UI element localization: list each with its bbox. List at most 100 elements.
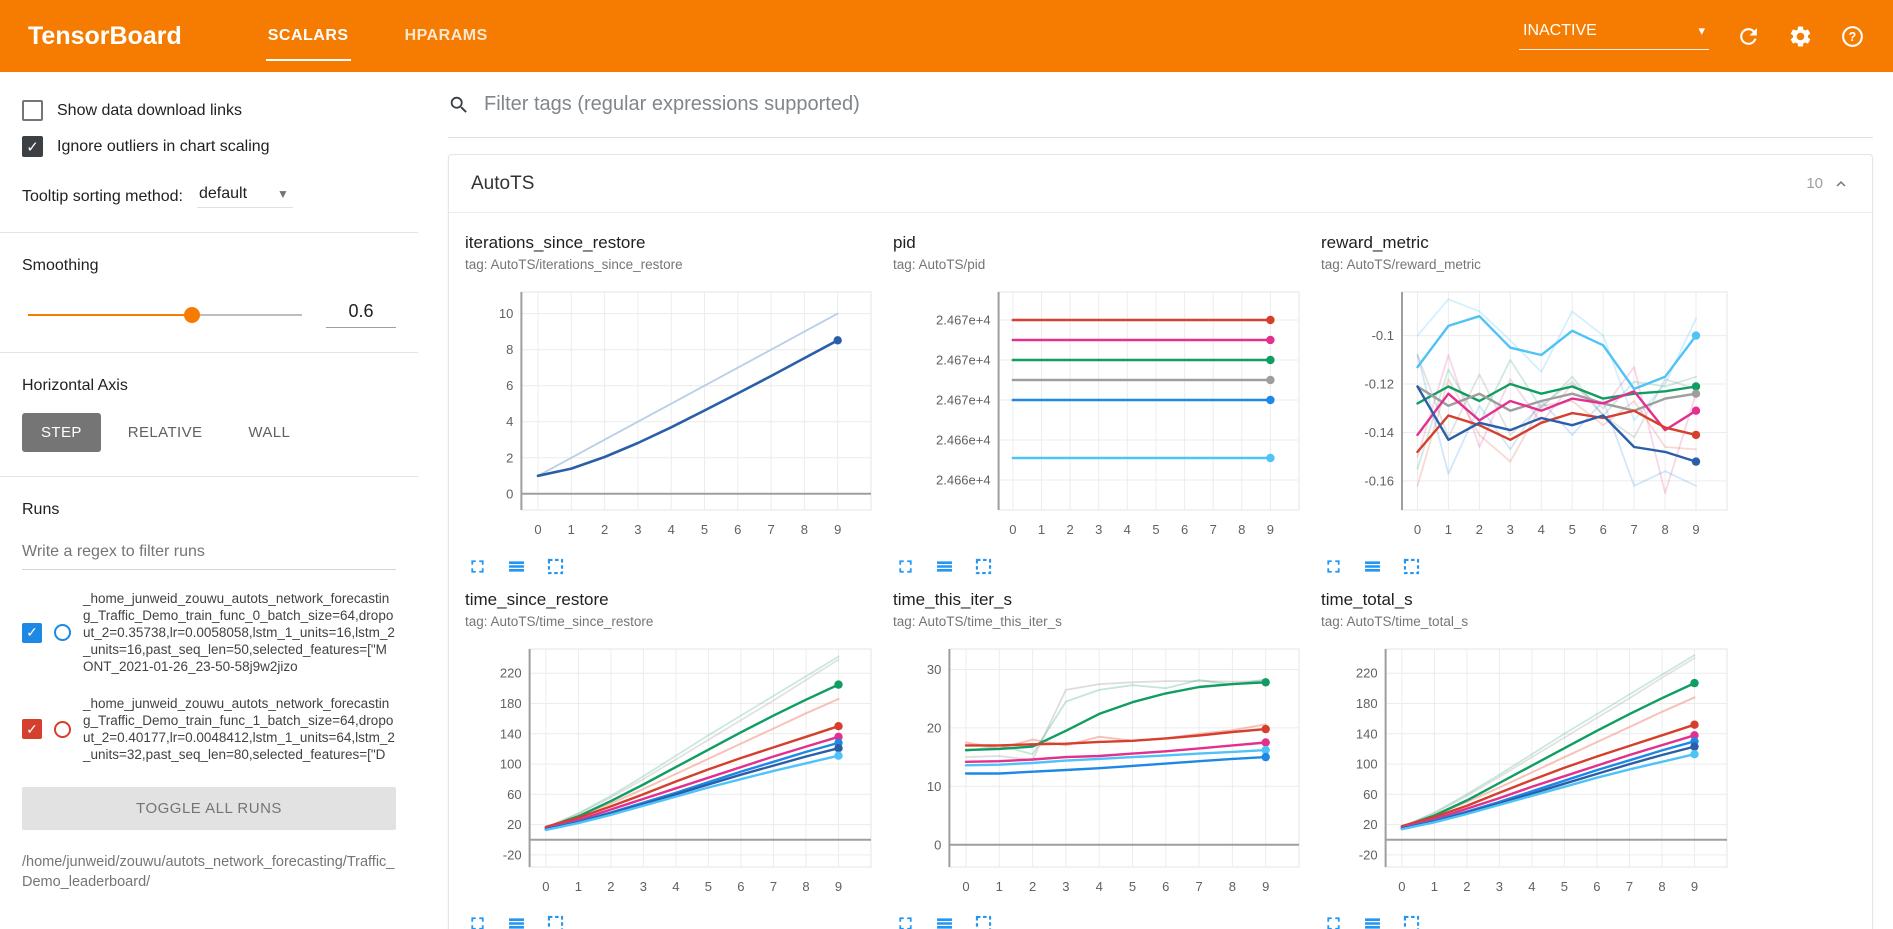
tooltip-sorting-value: default	[198, 185, 248, 202]
fit-domain-icon[interactable]	[973, 556, 995, 578]
ignore-outliers-option[interactable]: ✓ Ignore outliers in chart scaling	[22, 136, 396, 157]
charts-grid: iterations_since_restore tag: AutoTS/iter…	[449, 213, 1872, 929]
run-lines-icon[interactable]	[934, 913, 956, 929]
svg-text:8: 8	[1229, 879, 1236, 894]
svg-text:0: 0	[962, 879, 969, 894]
run-item[interactable]: ✓ _home_junweid_zouwu_autots_network_fore…	[22, 695, 396, 763]
svg-text:4: 4	[672, 879, 679, 894]
line-chart[interactable]: -20 20 60 100 140 180 220 0 1 2 3 4 5 6 7 8 9	[1321, 639, 1741, 901]
svg-text:7: 7	[1626, 879, 1633, 894]
tag-group-header[interactable]: AutoTS 10	[449, 155, 1872, 213]
line-chart[interactable]: 0 2 4 6 8 10 0 1 2 3 4 5 6 7 8 9	[465, 282, 885, 544]
run-checkbox[interactable]: ✓	[22, 719, 42, 739]
ignore-outliers-checkbox[interactable]: ✓	[22, 136, 43, 157]
run-solo-radio[interactable]	[54, 720, 71, 738]
expand-chart-icon[interactable]	[895, 913, 917, 929]
fit-domain-icon[interactable]	[1401, 913, 1423, 929]
status-dropdown[interactable]: INACTIVE ▾	[1519, 22, 1709, 50]
line-chart[interactable]: 0 10 20 30 0 1 2 3 4 5 6 7 8 9	[893, 639, 1313, 901]
run-lines-icon[interactable]	[934, 556, 956, 578]
smoothing-slider-fill	[28, 313, 193, 316]
chart-title: pid	[893, 233, 916, 252]
smoothing-slider-knob[interactable]	[184, 306, 201, 323]
tag-filter-input[interactable]	[484, 93, 1873, 116]
svg-text:0: 0	[1398, 879, 1405, 894]
expand-chart-icon[interactable]	[895, 556, 917, 578]
chart-actions	[1321, 556, 1749, 578]
run-lines-icon[interactable]	[1362, 556, 1384, 578]
svg-text:6: 6	[1600, 522, 1607, 537]
svg-text:8: 8	[1658, 879, 1665, 894]
run-checkbox[interactable]: ✓	[22, 622, 42, 643]
svg-text:220: 220	[500, 666, 522, 681]
svg-text:3: 3	[634, 522, 641, 537]
chart-tag: tag: AutoTS/iterations_since_restore	[465, 257, 683, 272]
axis-option-step[interactable]: STEP	[22, 413, 101, 452]
expand-chart-icon[interactable]	[1323, 556, 1345, 578]
run-lines-icon[interactable]	[506, 913, 528, 929]
chart-card-reward_metric: reward_metric tag: AutoTS/reward_metric -0…	[1321, 233, 1749, 578]
show-download-links-option[interactable]: Show data download links	[22, 100, 396, 121]
tooltip-sorting-label: Tooltip sorting method:	[22, 187, 183, 205]
svg-text:20: 20	[1363, 817, 1377, 832]
svg-text:-0.12: -0.12	[1364, 377, 1394, 392]
axis-option-wall[interactable]: WALL	[229, 413, 309, 452]
show-download-links-checkbox[interactable]	[22, 100, 43, 121]
run-solo-radio[interactable]	[54, 624, 71, 641]
fit-domain-icon[interactable]	[545, 556, 567, 578]
svg-text:5: 5	[705, 879, 712, 894]
expand-chart-icon[interactable]	[467, 556, 489, 578]
toggle-all-runs-button[interactable]: TOGGLE ALL RUNS	[22, 787, 396, 830]
run-lines-icon[interactable]	[1362, 913, 1384, 929]
chart-card-iterations_since_restore: iterations_since_restore tag: AutoTS/iter…	[465, 233, 893, 578]
chart-tag: tag: AutoTS/time_this_iter_s	[893, 614, 1062, 629]
run-item[interactable]: ✓ _home_junweid_zouwu_autots_network_fore…	[22, 590, 396, 675]
chart-actions	[893, 556, 1321, 578]
search-icon	[448, 94, 470, 116]
smoothing-slider[interactable]	[28, 306, 302, 323]
line-chart[interactable]: -0.1 -0.12 -0.14 -0.16 0 1 2 3 4 5 6 7 8 9	[1321, 282, 1741, 544]
fit-domain-icon[interactable]	[973, 913, 995, 929]
axis-option-relative[interactable]: RELATIVE	[109, 413, 222, 452]
expand-chart-icon[interactable]	[467, 913, 489, 929]
svg-text:220: 220	[1356, 666, 1378, 681]
chevron-down-icon: ▼	[277, 187, 289, 201]
refresh-icon[interactable]	[1735, 23, 1761, 49]
runs-label: Runs	[22, 501, 60, 518]
chart-title: time_since_restore	[465, 590, 609, 609]
chart-title: time_this_iter_s	[893, 590, 1013, 609]
svg-text:6: 6	[1593, 879, 1600, 894]
svg-text:0: 0	[1009, 522, 1016, 537]
svg-text:8: 8	[801, 522, 808, 537]
svg-text:9: 9	[1692, 522, 1699, 537]
svg-text:180: 180	[500, 696, 522, 711]
chevron-up-icon[interactable]	[1832, 175, 1850, 193]
fit-domain-icon[interactable]	[545, 913, 567, 929]
help-icon[interactable]: ?	[1839, 23, 1865, 49]
svg-text:6: 6	[734, 522, 741, 537]
run-name: _home_junweid_zouwu_autots_network_forec…	[83, 591, 395, 674]
smoothing-value[interactable]: 0.6	[326, 301, 396, 328]
tab-hparams[interactable]: HPARAMS	[404, 27, 488, 44]
line-chart[interactable]: -20 20 60 100 140 180 220 0 1 2 3 4 5 6 7 8 9	[465, 639, 885, 901]
tooltip-sorting-select[interactable]: default ▼	[196, 185, 293, 208]
svg-text:?: ?	[1848, 29, 1856, 43]
chart-card-pid: pid tag: AutoTS/pid 2.467e+4 2.467e+4 2.467e…	[893, 233, 1321, 578]
tab-scalars[interactable]: SCALARS	[240, 0, 377, 72]
svg-text:4: 4	[506, 414, 513, 429]
run-lines-icon[interactable]	[506, 556, 528, 578]
log-directory-path: /home/junweid/zouwu/autots_network_forec…	[22, 854, 395, 890]
chart-tag: tag: AutoTS/time_since_restore	[465, 614, 654, 629]
run-name: _home_junweid_zouwu_autots_network_forec…	[83, 696, 395, 762]
line-chart[interactable]: 2.467e+4 2.467e+4 2.467e+4 2.466e+4 2.466e+4…	[893, 282, 1313, 544]
svg-text:3: 3	[640, 879, 647, 894]
tag-group-meta[interactable]: 10	[1806, 175, 1850, 193]
settings-gear-icon[interactable]	[1787, 23, 1813, 49]
svg-text:180: 180	[1356, 696, 1378, 711]
svg-text:5: 5	[701, 522, 708, 537]
runs-regex-input[interactable]	[22, 535, 396, 570]
fit-domain-icon[interactable]	[1401, 556, 1423, 578]
top-bar: TensorBoard SCALARS HPARAMS INACTIVE ▾ ?	[0, 0, 1893, 72]
expand-chart-icon[interactable]	[1323, 913, 1345, 929]
